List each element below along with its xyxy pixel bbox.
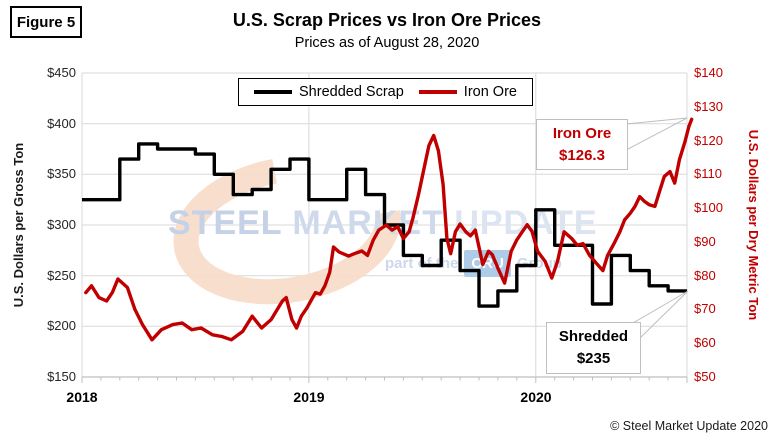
annotation-iron-ore: Iron Ore $126.3 <box>536 119 628 170</box>
left-axis-tick: $400 <box>47 116 76 131</box>
right-axis-tick: $100 <box>694 200 723 215</box>
right-axis-tick: $50 <box>694 369 716 384</box>
right-axis-tick: $120 <box>694 133 723 148</box>
annotation-shredded: Shredded $235 <box>546 322 641 374</box>
callout-line <box>639 290 689 339</box>
left-axis-title: U.S. Dollars per Gross Ton <box>11 142 26 308</box>
right-axis-tick: $70 <box>694 301 716 316</box>
callout-line <box>632 290 689 324</box>
left-axis-tick: $200 <box>47 318 76 333</box>
callout-line <box>625 117 688 151</box>
figure-label: Figure 5 <box>10 6 82 38</box>
right-axis-tick: $80 <box>694 268 716 283</box>
right-axis-title: U.S. Dollars per Dry Metric Ton <box>746 129 761 321</box>
legend-label-iron-ore: Iron Ore <box>463 84 517 100</box>
left-axis-tick: $300 <box>47 217 76 232</box>
chart-subtitle: Prices as of August 28, 2020 <box>294 35 480 51</box>
left-axis-tick: $150 <box>47 369 76 384</box>
right-axis-tick: $140 <box>694 65 723 80</box>
annotation-iron-ore-value: $126.3 <box>559 147 605 164</box>
x-axis-tick-2020: 2020 <box>520 389 552 405</box>
annotation-shredded-name: Shredded <box>558 328 629 345</box>
annotation-iron-ore-name: Iron Ore <box>552 125 612 142</box>
chart-title: U.S. Scrap Prices vs Iron Ore Prices <box>232 10 542 30</box>
x-axis-tick-2019: 2019 <box>293 389 325 405</box>
legend-label-shredded-scrap: Shredded Scrap <box>299 84 404 100</box>
right-axis-tick: $90 <box>694 234 716 249</box>
iron-ore-line <box>84 117 694 342</box>
right-axis-tick: $110 <box>694 166 722 181</box>
left-axis-tick: $350 <box>47 166 76 181</box>
left-axis-tick: $250 <box>47 268 76 283</box>
shredded-scrap-line-swatch <box>254 90 292 94</box>
right-axis-tick: $60 <box>694 335 716 350</box>
left-axis-tick: $450 <box>47 65 76 80</box>
x-axis-tick-2018: 2018 <box>66 389 98 405</box>
iron-ore-line-swatch <box>418 90 457 94</box>
shredded-scrap-line <box>82 142 687 308</box>
right-axis-tick: $130 <box>694 99 723 114</box>
copyright-text: © Steel Market Update 2020 <box>610 419 768 433</box>
callout-line <box>625 117 688 125</box>
annotation-shredded-value: $235 <box>576 350 611 367</box>
legend: Shredded Scrap Iron Ore <box>238 78 533 106</box>
